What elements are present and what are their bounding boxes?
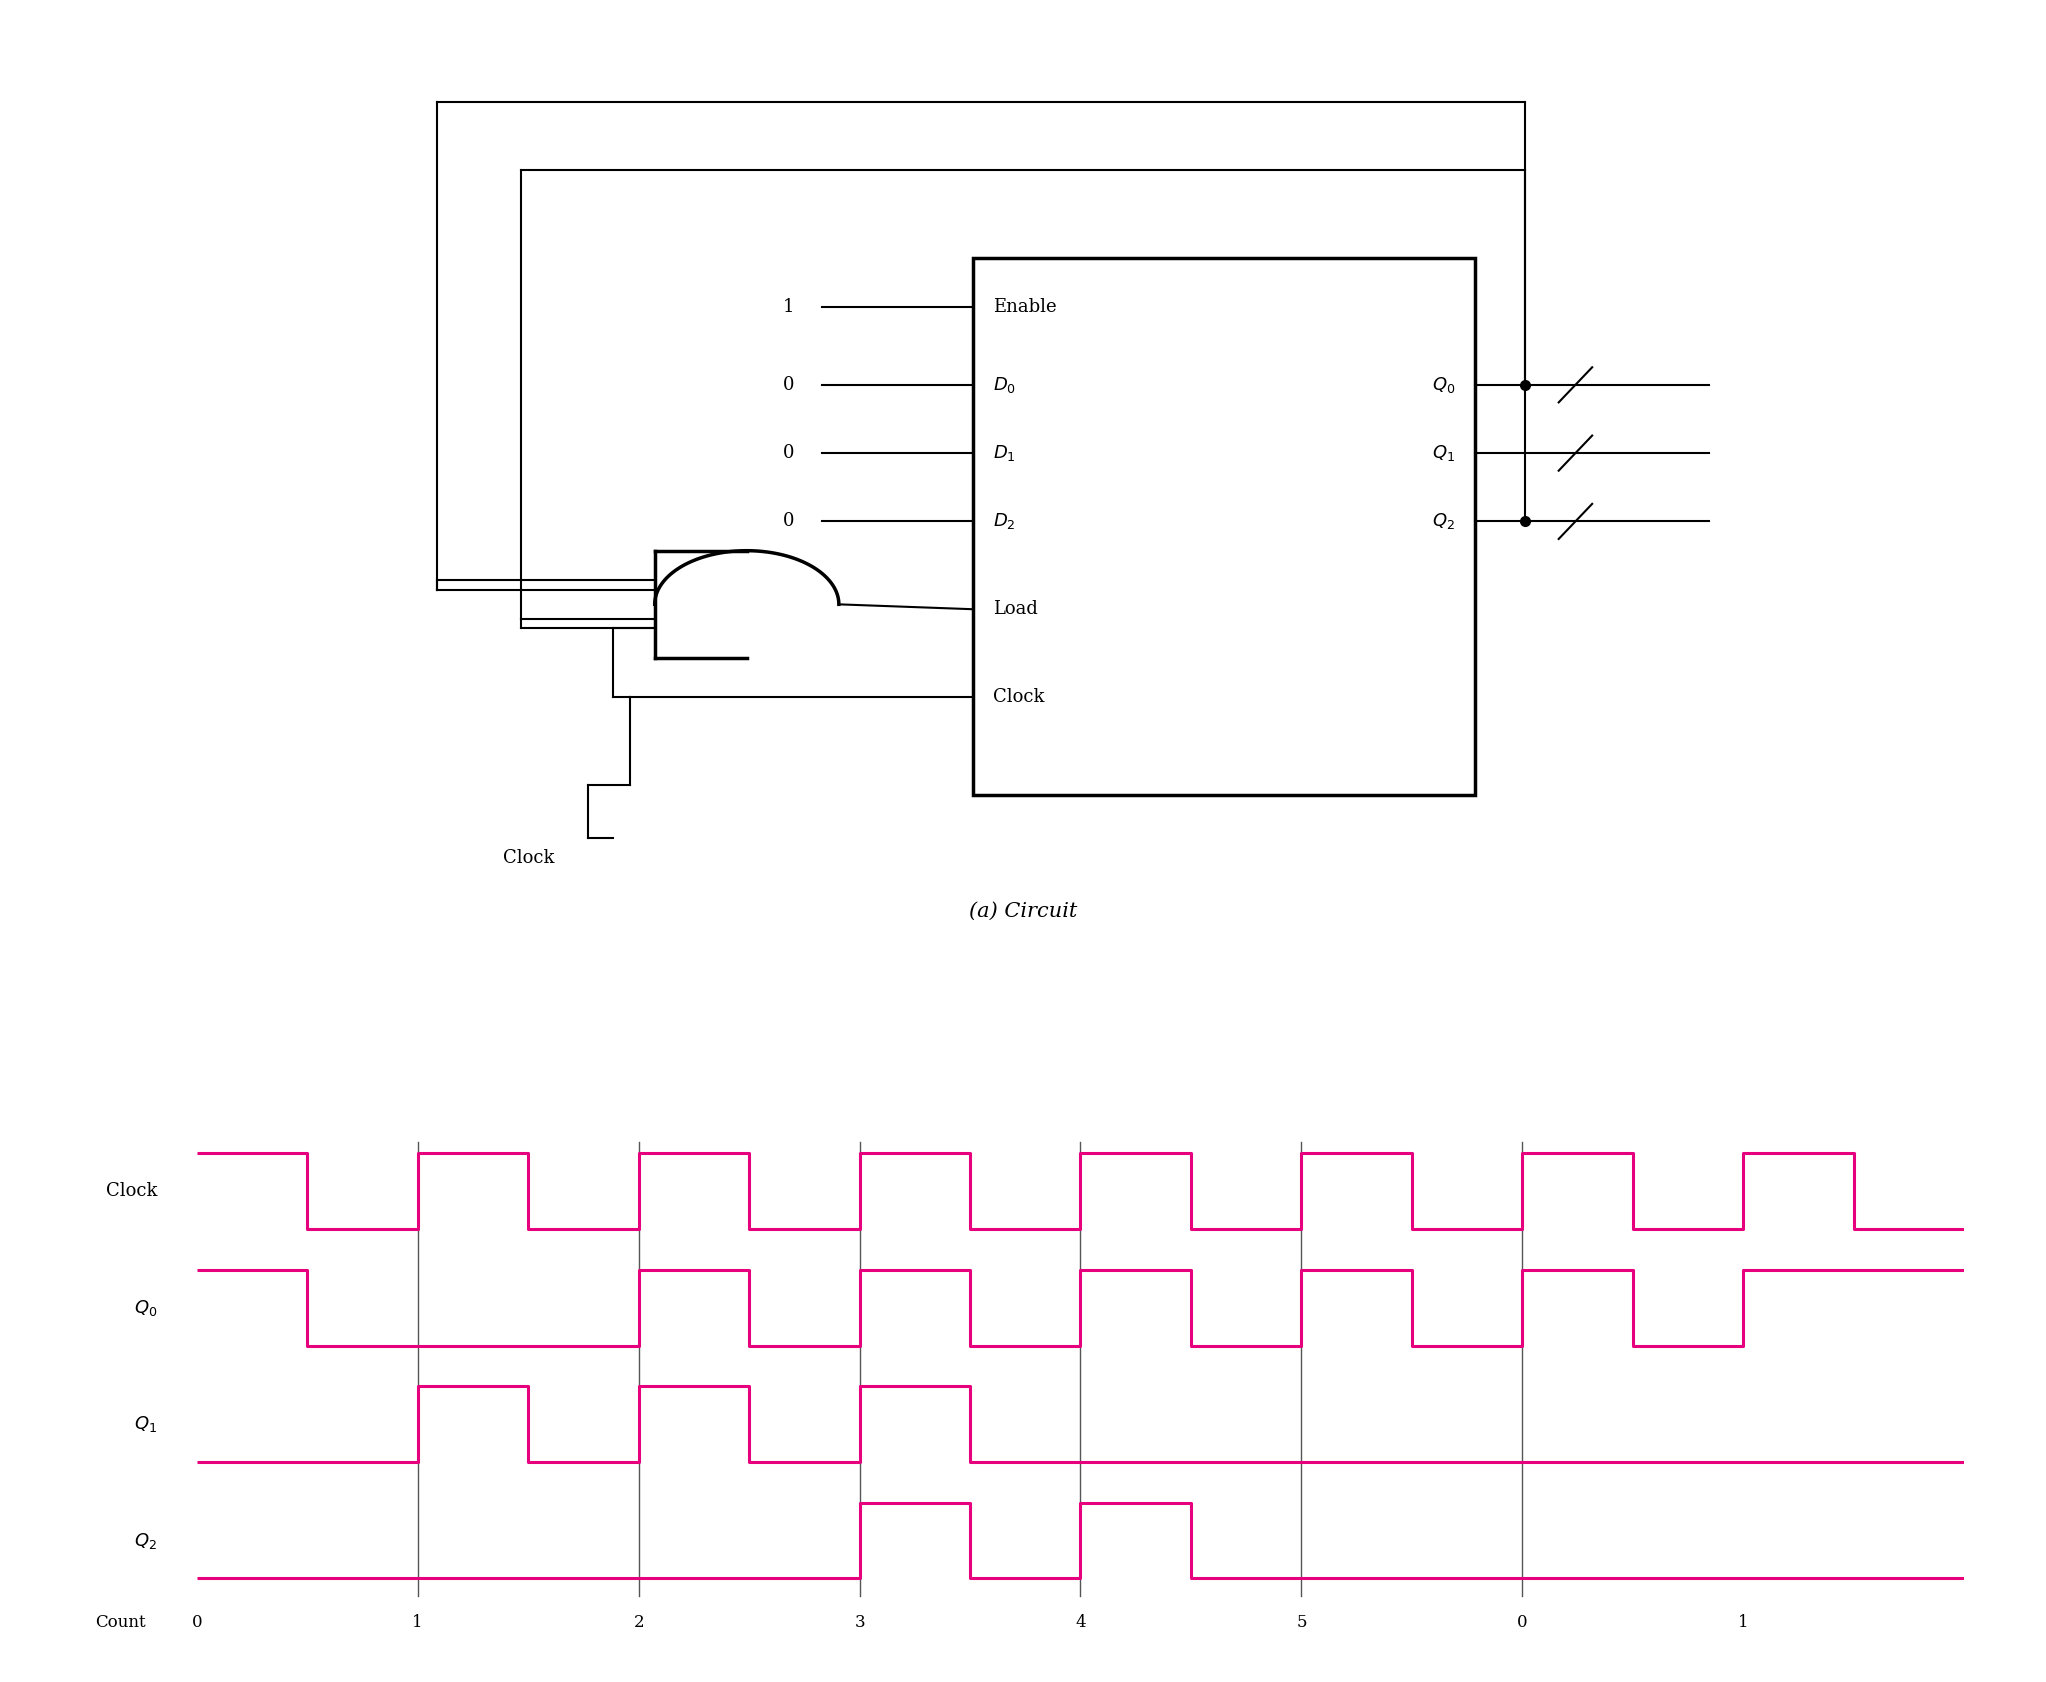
Text: 5: 5 bbox=[1297, 1615, 1307, 1632]
Text: 0: 0 bbox=[192, 1615, 203, 1632]
Text: $Q_2$: $Q_2$ bbox=[1432, 511, 1455, 532]
Text: $Q_1$: $Q_1$ bbox=[1432, 442, 1455, 463]
Bar bbox=[972, 257, 1475, 794]
Text: Clock: Clock bbox=[106, 1182, 158, 1201]
Text: $D_0$: $D_0$ bbox=[992, 375, 1017, 395]
Text: Enable: Enable bbox=[992, 298, 1056, 316]
Text: 0: 0 bbox=[784, 375, 794, 394]
Text: $Q_0$: $Q_0$ bbox=[133, 1299, 158, 1317]
Text: 2: 2 bbox=[634, 1615, 644, 1632]
Text: (a) Circuit: (a) Circuit bbox=[970, 902, 1076, 922]
Text: 0: 0 bbox=[784, 444, 794, 463]
Text: 1: 1 bbox=[1737, 1615, 1749, 1632]
Text: $D_1$: $D_1$ bbox=[992, 442, 1015, 463]
Text: 4: 4 bbox=[1076, 1615, 1086, 1632]
Text: $Q_1$: $Q_1$ bbox=[133, 1415, 158, 1435]
Text: 1: 1 bbox=[413, 1615, 424, 1632]
Text: $Q_0$: $Q_0$ bbox=[1432, 375, 1455, 395]
Text: 3: 3 bbox=[855, 1615, 865, 1632]
Text: Load: Load bbox=[992, 600, 1037, 619]
Text: 1: 1 bbox=[784, 298, 794, 316]
Text: $D_2$: $D_2$ bbox=[992, 511, 1015, 532]
Text: Count: Count bbox=[96, 1615, 145, 1632]
Text: $Q_2$: $Q_2$ bbox=[135, 1531, 158, 1551]
Text: Clock: Clock bbox=[503, 849, 554, 866]
Text: 0: 0 bbox=[784, 513, 794, 530]
Text: 0: 0 bbox=[1516, 1615, 1528, 1632]
Text: Clock: Clock bbox=[992, 688, 1043, 706]
